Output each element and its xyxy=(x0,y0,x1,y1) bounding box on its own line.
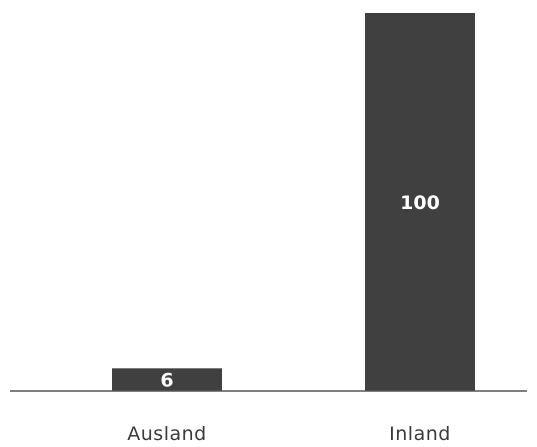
category-label-ausland: Ausland xyxy=(127,423,206,443)
data-label-ausland: 6 xyxy=(160,370,173,392)
bar-inland xyxy=(365,13,475,391)
category-label-inland: Inland xyxy=(389,423,451,443)
data-label-inland: 100 xyxy=(400,192,440,214)
bar-ausland xyxy=(112,368,222,391)
bars-layer xyxy=(112,13,475,391)
category-labels-layer: Ausland Inland xyxy=(127,423,451,445)
data-labels-layer: 6 100 xyxy=(160,192,439,392)
